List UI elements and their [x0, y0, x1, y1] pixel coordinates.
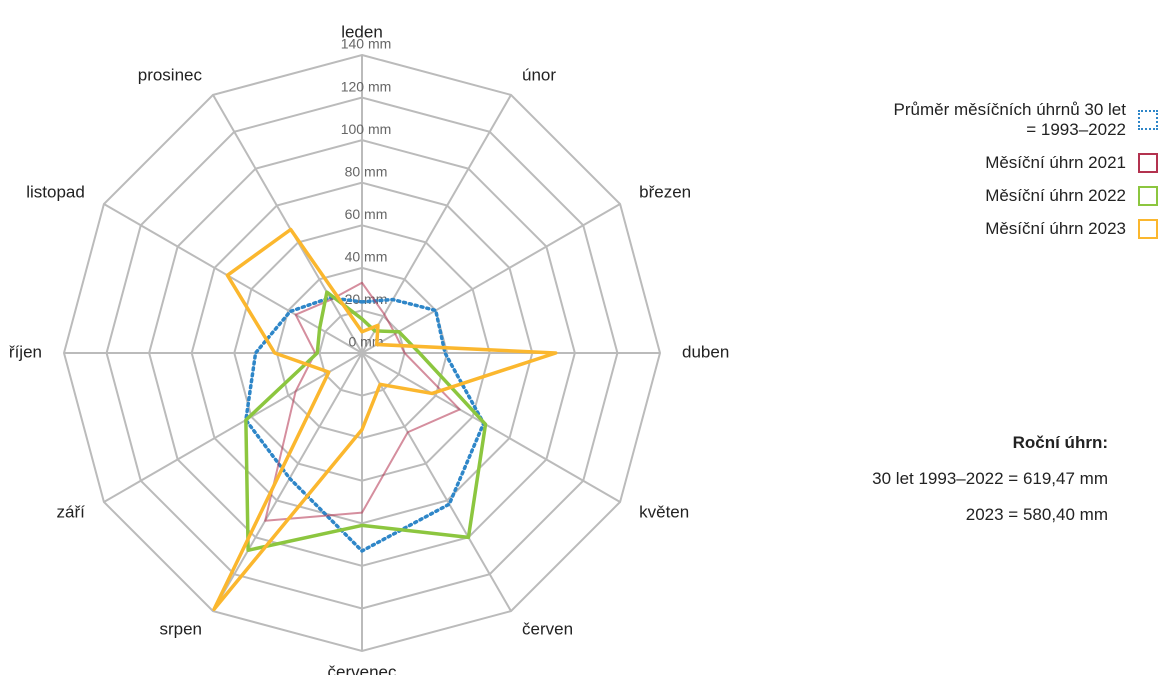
axis-label: březen	[639, 182, 691, 201]
axis-spoke	[212, 352, 363, 612]
axis-spoke	[103, 352, 363, 503]
legend-label: Měsíční úhrn 2022	[985, 186, 1126, 205]
y-tick-label: 100 mm	[341, 121, 392, 137]
axis-spoke	[361, 352, 621, 503]
annual-line: 2023 = 580,40 mm	[965, 505, 1108, 524]
axis-label: prosinec	[138, 65, 203, 84]
legend-label: Měsíční úhrn 2023	[985, 219, 1126, 238]
y-tick-label: 40 mm	[345, 249, 388, 265]
axis-spoke	[212, 94, 363, 354]
y-tick-label: 140 mm	[341, 36, 392, 52]
legend-swatch	[1138, 186, 1158, 206]
y-tick-label: 0 mm	[349, 334, 384, 350]
legend-item: Měsíční úhrn 2022	[798, 186, 1158, 206]
legend-swatch	[1138, 110, 1158, 130]
axis-label: říjen	[9, 342, 42, 361]
annual-line: 30 let 1993–2022 = 619,47 mm	[872, 469, 1108, 488]
series-line	[244, 295, 486, 553]
legend-label: Měsíční úhrn 2021	[985, 153, 1126, 172]
legend-item: Průměr měsíčních úhrnů 30 let = 1993–202…	[798, 100, 1158, 140]
y-tick-label: 120 mm	[341, 78, 392, 94]
legend-swatch	[1138, 219, 1158, 239]
axis-label: leden	[341, 22, 383, 41]
axis-label: duben	[682, 342, 729, 361]
y-tick-label: 60 mm	[345, 206, 388, 222]
axis-label: únor	[522, 65, 556, 84]
annual-totals: Roční úhrn: 30 let 1993–2022 = 619,47 mm…	[872, 425, 1108, 533]
axis-label: květen	[639, 502, 689, 521]
axis-label: listopad	[26, 182, 85, 201]
axis-spoke	[361, 203, 621, 354]
axis-label: září	[57, 502, 86, 521]
y-tick-label: 80 mm	[345, 163, 388, 179]
legend-swatch	[1138, 153, 1158, 173]
axis-spoke	[361, 94, 512, 354]
legend-label: Průměr měsíčních úhrnů 30 let = 1993–202…	[893, 100, 1126, 139]
annual-title: Roční úhrn:	[1012, 433, 1108, 452]
series-line	[212, 227, 558, 611]
axis-label: červenec	[328, 662, 397, 675]
legend: Průměr měsíčních úhrnů 30 let = 1993–202…	[798, 100, 1158, 252]
axis-label: červen	[522, 620, 573, 639]
series-line	[244, 290, 488, 552]
axis-label: srpen	[159, 620, 202, 639]
axis-spoke	[361, 352, 512, 612]
series-line	[264, 281, 461, 522]
legend-item: Měsíční úhrn 2023	[798, 219, 1158, 239]
legend-item: Měsíční úhrn 2021	[798, 153, 1158, 173]
chart: leden únor březen duben květen červen červenec…	[9, 22, 729, 680]
